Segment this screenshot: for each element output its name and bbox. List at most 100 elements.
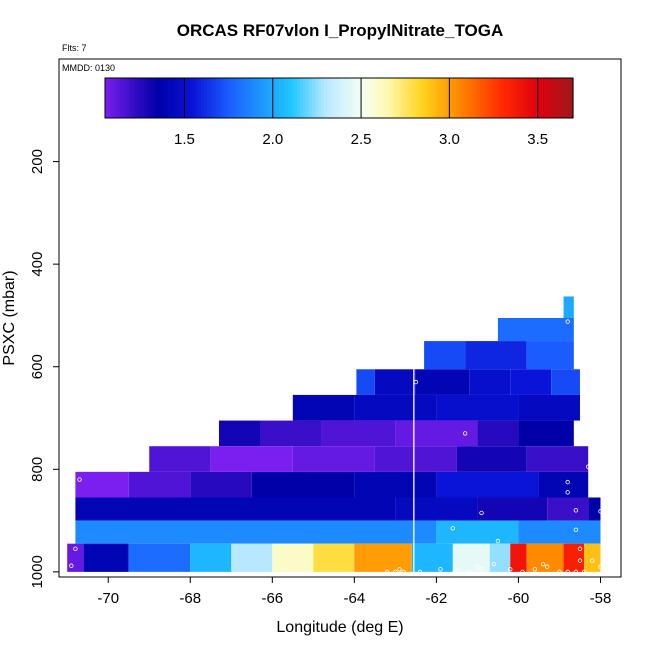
colorbar-segment-122 bbox=[471, 78, 475, 118]
observation-point-36 bbox=[540, 561, 546, 567]
heat-cell-3-3 bbox=[469, 369, 511, 395]
heat-cell-3-0 bbox=[356, 369, 375, 395]
colorbar-segment-154 bbox=[567, 78, 571, 118]
colorbar-segment-98 bbox=[399, 78, 403, 118]
heat-cell-5-1 bbox=[260, 420, 322, 447]
observation-point-27 bbox=[532, 567, 538, 572]
colorbar-segment-79 bbox=[342, 78, 346, 118]
observation-point-26 bbox=[520, 569, 525, 575]
colorbar-segment-148 bbox=[549, 78, 553, 118]
colorbar-segment-80 bbox=[345, 78, 349, 118]
colorbar-segment-13 bbox=[144, 78, 148, 118]
colorbar-segment-155 bbox=[570, 78, 574, 118]
colorbar-segment-40 bbox=[225, 78, 229, 118]
colorbar-segment-97 bbox=[396, 78, 400, 118]
observation-point-34 bbox=[590, 558, 595, 563]
colorbar-segment-93 bbox=[384, 78, 388, 118]
colorbar-segment-117 bbox=[456, 78, 460, 118]
colorbar-tick-label-3: 3.0 bbox=[439, 131, 460, 148]
colorbar-segment-42 bbox=[231, 78, 235, 118]
colorbar-segment-135 bbox=[510, 78, 514, 118]
colorbar-segment-33 bbox=[204, 78, 208, 118]
observation-point-0 bbox=[77, 477, 82, 482]
colorbar-segment-22 bbox=[171, 78, 175, 118]
colorbar-segment-111 bbox=[438, 78, 442, 118]
colorbar-segment-89 bbox=[372, 78, 376, 118]
colorbar-segment-9 bbox=[132, 78, 136, 118]
heat-cell-9-2 bbox=[518, 520, 601, 544]
colorbar-segment-126 bbox=[483, 78, 487, 118]
heat-cell-2-1 bbox=[465, 341, 527, 370]
colorbar-segment-61 bbox=[288, 78, 292, 118]
colorbar-segment-130 bbox=[495, 78, 499, 118]
heat-cell-10-6 bbox=[313, 543, 355, 572]
colorbar-segment-3 bbox=[114, 78, 118, 118]
colorbar-segment-29 bbox=[192, 78, 196, 118]
colorbar-segment-58 bbox=[279, 78, 283, 118]
mmdd-note: MMDD: 0130 bbox=[62, 63, 115, 73]
heat-cell-3-2 bbox=[415, 369, 470, 395]
colorbar-segment-73 bbox=[324, 78, 328, 118]
observation-point-15 bbox=[577, 546, 583, 551]
heat-cell-10-2 bbox=[128, 543, 191, 572]
colorbar-segment-1 bbox=[108, 78, 112, 118]
colorbar-segment-127 bbox=[486, 78, 490, 118]
y-axis: 200 400 600 800 1000 bbox=[29, 149, 59, 589]
colorbar-segment-43 bbox=[234, 78, 238, 118]
heat-cell-10-8 bbox=[411, 543, 453, 572]
colorbar-segment-11 bbox=[138, 78, 142, 118]
colorbar-segment-137 bbox=[516, 78, 520, 118]
colorbar-segment-91 bbox=[378, 78, 382, 118]
colorbar-segment-34 bbox=[207, 78, 211, 118]
colorbar-segment-50 bbox=[255, 78, 259, 118]
colorbar-segment-66 bbox=[303, 78, 307, 118]
colorbar-segment-94 bbox=[387, 78, 391, 118]
colorbar-segment-64 bbox=[297, 78, 301, 118]
heat-cell-6-4 bbox=[456, 446, 527, 472]
colorbar-segment-150 bbox=[555, 78, 559, 118]
colorbar-tick-label-1: 2.0 bbox=[262, 131, 283, 148]
heat-cell-10-12 bbox=[526, 543, 564, 572]
colorbar-segment-55 bbox=[270, 78, 274, 118]
colorbar-segment-6 bbox=[123, 78, 127, 118]
colorbar-segment-149 bbox=[552, 78, 556, 118]
heat-cell-5-0 bbox=[218, 420, 261, 447]
colorbar-tick-label-4: 3.5 bbox=[527, 131, 548, 148]
colorbar-segment-153 bbox=[564, 78, 568, 118]
observation-point-17 bbox=[393, 569, 398, 575]
x-tick-label-3: -64 bbox=[344, 590, 366, 607]
heat-cell-10-4 bbox=[231, 543, 273, 572]
colorbar-segment-81 bbox=[348, 78, 352, 118]
heat-cell-4-3 bbox=[518, 394, 580, 421]
heat-cell-10-10 bbox=[489, 543, 511, 572]
heat-cell-5-3 bbox=[395, 420, 478, 447]
heat-cell-8-0 bbox=[75, 497, 396, 521]
x-axis: -70 -68 -66 -64 -62 -60 -58 bbox=[97, 577, 611, 607]
colorbar-segment-27 bbox=[186, 78, 190, 118]
colorbar-segment-63 bbox=[294, 78, 298, 118]
heat-cell-2-0 bbox=[424, 341, 466, 370]
observation-point-18 bbox=[401, 569, 406, 575]
colorbar-segment-133 bbox=[504, 78, 508, 118]
plot-frame bbox=[58, 58, 622, 578]
heat-cell-10-7 bbox=[354, 543, 412, 572]
heat-cell-6-3 bbox=[374, 446, 457, 472]
observation-point-19 bbox=[417, 569, 423, 575]
colorbar-segment-51 bbox=[258, 78, 262, 118]
heat-cell-4-0 bbox=[292, 394, 355, 421]
colorbar-segment-19 bbox=[162, 78, 166, 118]
heat-cell-4-2 bbox=[436, 394, 519, 421]
heat-cell-6-2 bbox=[292, 446, 375, 472]
colorbar-segment-8 bbox=[129, 78, 133, 118]
colorbar-segment-116 bbox=[453, 78, 457, 118]
colorbar-segment-31 bbox=[198, 78, 202, 118]
colorbar-segment-88 bbox=[369, 78, 373, 118]
heat-cell-7-6 bbox=[538, 471, 589, 498]
heat-cell-6-5 bbox=[526, 446, 589, 472]
colorbar-segment-77 bbox=[336, 78, 340, 118]
heat-cell-2-2 bbox=[526, 341, 574, 370]
observation-point-32 bbox=[581, 569, 587, 575]
colorbar: 1.5 2.0 2.5 3.0 3.5 bbox=[104, 77, 574, 148]
heat-cell-7-2 bbox=[190, 471, 252, 498]
colorbar-segment-20 bbox=[165, 78, 169, 118]
